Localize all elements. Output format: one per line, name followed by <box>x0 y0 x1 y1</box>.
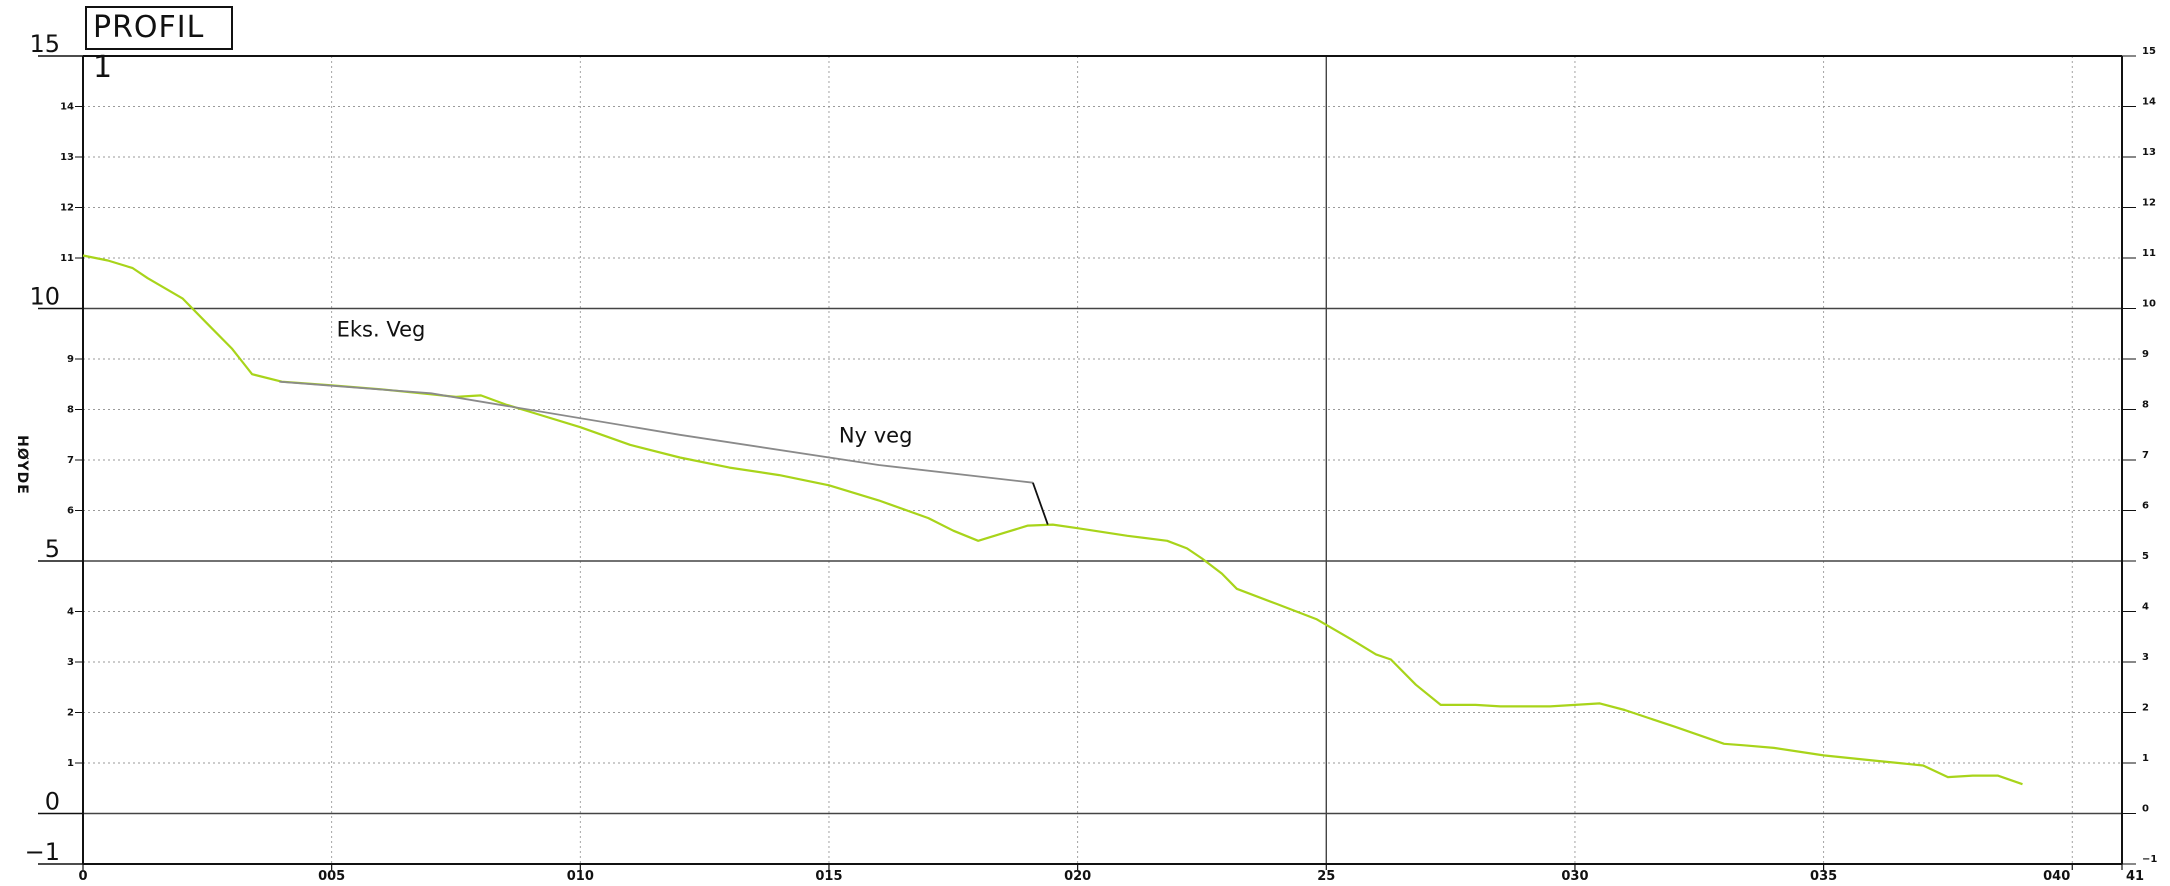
y-right-tick-label: 10 <box>2142 299 2156 310</box>
y-minor-tick-label: 7 <box>67 455 74 466</box>
grid-minor-lines <box>83 56 2122 864</box>
x-tick-label: 040 <box>2043 869 2070 884</box>
y-axis-left-major-labels: 15 10 5 0 −1 <box>25 30 83 866</box>
y-right-tick-label: 1 <box>2142 753 2149 764</box>
y-right-tick-label: 2 <box>2142 703 2149 714</box>
x-tick-label: 015 <box>815 869 842 884</box>
y-minor-tick-label: 11 <box>60 253 74 264</box>
y-minor-tick-label: 13 <box>60 152 74 163</box>
y-right-tick-label: 8 <box>2142 400 2149 411</box>
x-tick-label: 030 <box>1561 869 1588 884</box>
y-right-tick-label: 7 <box>2142 450 2149 461</box>
y-right-tick-label: 0 <box>2142 804 2149 815</box>
y-minor-tick-label: 12 <box>60 203 74 214</box>
y-major-tick-label: 5 <box>45 535 60 563</box>
y-major-tick-label: −1 <box>25 838 60 866</box>
series-line-1 <box>279 382 1033 483</box>
x-tick-label: 035 <box>1810 869 1837 884</box>
y-minor-tick-label: 4 <box>67 607 74 618</box>
y-right-tick-label: 11 <box>2142 248 2156 259</box>
y-minor-tick-label: 2 <box>67 708 74 719</box>
series-line-2 <box>1033 483 1048 525</box>
x-tick-label: 41 <box>2126 869 2144 884</box>
y-major-tick-label: 10 <box>29 283 60 311</box>
x-tick-label: 0 <box>78 869 87 884</box>
y-minor-tick-label: 8 <box>67 405 74 416</box>
y-right-tick-label: 5 <box>2142 551 2149 562</box>
y-minor-tick-label: 1 <box>67 758 74 769</box>
y-minor-tick-label: 3 <box>67 657 74 668</box>
y-right-tick-label: 3 <box>2142 652 2149 663</box>
annotation-0: Eks. Veg <box>337 317 426 341</box>
y-right-tick-label: −1 <box>2142 854 2157 865</box>
y-major-tick-label: 0 <box>45 788 60 816</box>
y-right-tick-label: 9 <box>2142 349 2149 360</box>
y-minor-tick-label: 9 <box>67 354 74 365</box>
x-tick-label: 25 <box>1317 869 1335 884</box>
y-right-tick-label: 13 <box>2142 147 2156 158</box>
x-tick-label: 010 <box>567 869 594 884</box>
y-right-tick-label: 12 <box>2142 198 2156 209</box>
y-right-tick-label: 15 <box>2142 46 2156 57</box>
x-axis-labels: 0 005 010 015 020 25 030 035 040 41 <box>78 864 2144 884</box>
y-minor-tick-label: 6 <box>67 506 74 517</box>
x-tick-label: 005 <box>318 869 345 884</box>
x-tick-label: 020 <box>1064 869 1091 884</box>
y-right-tick-label: 4 <box>2142 602 2149 613</box>
annotation-1: Ny veg <box>839 423 913 447</box>
y-major-tick-label: 15 <box>29 30 60 58</box>
y-minor-tick-label: 14 <box>60 102 74 113</box>
annotations: Eks. Veg Ny veg <box>337 317 913 447</box>
y-axis-left-minor-labels: 14 13 12 11 9 8 7 6 4 3 2 1 <box>60 102 83 770</box>
y-right-tick-label: 14 <box>2142 97 2156 108</box>
y-axis-label: HØYDE <box>14 435 30 495</box>
y-right-tick-label: 6 <box>2142 501 2149 512</box>
